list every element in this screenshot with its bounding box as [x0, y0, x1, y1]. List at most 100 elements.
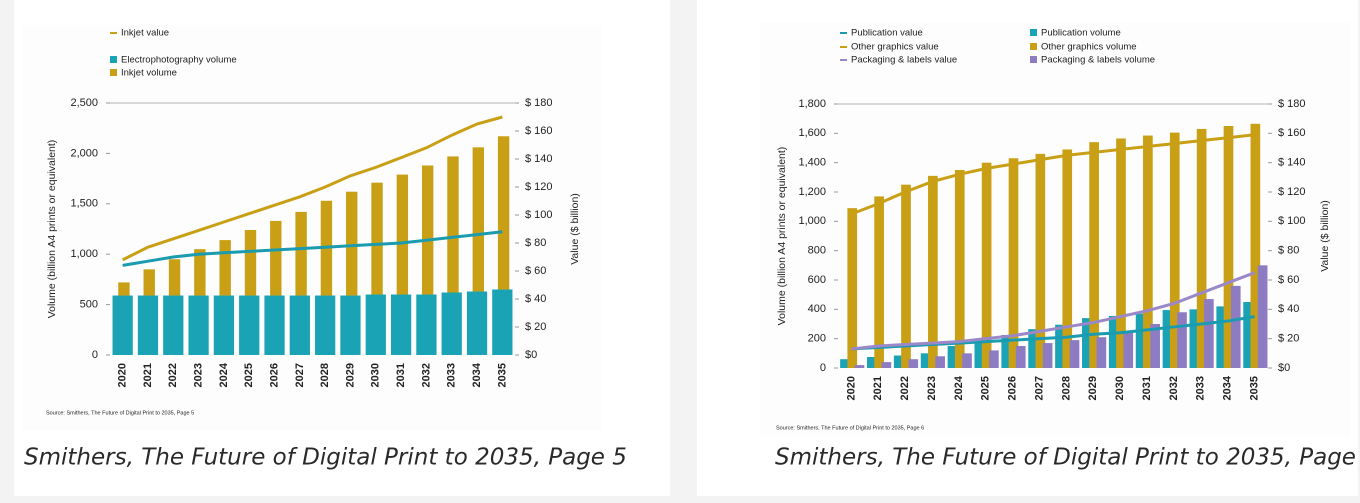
- x-tick-label: 2022: [899, 376, 911, 400]
- y2-tick-label: $ 100: [1278, 215, 1306, 227]
- bar: [188, 295, 209, 355]
- bar: [441, 292, 462, 355]
- x-tick-label: 2030: [370, 363, 382, 387]
- bar: [947, 346, 958, 368]
- y2-tick-label: $ 80: [1278, 245, 1299, 257]
- line: [121, 115, 503, 262]
- y2-tick-label: $ 160: [1278, 127, 1306, 139]
- bar: [1062, 149, 1073, 368]
- legend-label: Packaging & labels value: [851, 55, 957, 66]
- bar: [854, 365, 865, 368]
- bar: [928, 175, 938, 368]
- bar: [1223, 126, 1234, 368]
- x-tick-label: 2032: [420, 363, 432, 387]
- x-tick-label: 2025: [980, 376, 992, 400]
- bar: [1035, 153, 1046, 368]
- y2-tick-label: $ 120: [1278, 186, 1306, 198]
- bar: [1042, 343, 1053, 368]
- bar: [365, 294, 386, 355]
- bar: [1082, 318, 1092, 368]
- y2-tick-label: $ 40: [1278, 303, 1299, 315]
- y2-tick-label: $ 180: [525, 97, 553, 109]
- x-tick-label: 2028: [1060, 376, 1072, 400]
- x-tick-label: 2035: [496, 363, 508, 387]
- bar: [371, 182, 383, 295]
- bar: [1177, 312, 1187, 368]
- y2-tick-label: $ 100: [525, 209, 553, 221]
- bar: [1196, 128, 1207, 368]
- x-tick-label: 2023: [926, 376, 938, 400]
- caption: Smithers, The Future of Digital Print to…: [24, 445, 627, 471]
- bar: [1096, 337, 1107, 368]
- bar: [346, 191, 358, 296]
- y2-tick-label: $ 180: [1278, 98, 1306, 110]
- legend-swatch: [1030, 43, 1037, 50]
- line: [850, 133, 1255, 216]
- legend-swatch: [1030, 29, 1037, 36]
- bar: [1169, 132, 1180, 368]
- y2-axis-title: Value ($ billion): [569, 193, 581, 265]
- bar: [1015, 346, 1026, 368]
- x-tick-label: 2029: [344, 363, 356, 387]
- bar: [908, 359, 919, 368]
- x-tick-label: 2020: [845, 376, 857, 400]
- x-tick-label: 2021: [142, 363, 154, 387]
- bar: [264, 295, 285, 355]
- y-tick-label: 1,000: [70, 248, 98, 260]
- x-tick-label: 2031: [1141, 376, 1153, 400]
- y-tick-label: 800: [808, 245, 826, 257]
- source-note: Source: Smithers, The Future of Digital …: [46, 410, 194, 416]
- x-tick-label: 2029: [1087, 376, 1099, 400]
- x-tick-label: 2023: [193, 363, 205, 387]
- bar: [1008, 158, 1019, 368]
- legend-label: Packaging & labels volume: [1041, 55, 1155, 66]
- x-tick-label: 2024: [218, 362, 230, 387]
- bar: [270, 220, 282, 296]
- y-tick-label: 1,600: [798, 127, 826, 139]
- bar: [1204, 299, 1214, 368]
- bar: [881, 362, 892, 368]
- bar: [472, 147, 484, 292]
- legend-label: Electrophotography volume: [121, 55, 237, 66]
- bar: [244, 230, 257, 296]
- y2-tick-label: $ 60: [525, 265, 546, 277]
- bar: [847, 208, 858, 368]
- x-tick-label: 2032: [1168, 376, 1180, 400]
- chart-image: [22, 25, 602, 430]
- bar: [143, 269, 155, 296]
- bar: [492, 289, 513, 355]
- y2-tick-label: $ 20: [1278, 333, 1299, 345]
- y2-tick-label: $ 140: [1278, 157, 1306, 169]
- bar: [213, 295, 235, 355]
- y2-axis-title: Value ($ billion): [1319, 200, 1331, 272]
- bar: [954, 170, 965, 368]
- bar: [466, 291, 488, 355]
- bar: [1135, 313, 1146, 368]
- bar: [390, 294, 412, 355]
- bar: [163, 295, 184, 355]
- x-tick-label: 2033: [446, 363, 458, 387]
- bar: [219, 240, 231, 296]
- bar: [112, 295, 133, 355]
- x-tick-label: 2026: [1007, 376, 1019, 400]
- y2-tick-label: $ 20: [525, 321, 546, 333]
- x-tick-label: 2028: [319, 363, 331, 387]
- x-tick-label: 2026: [268, 363, 280, 387]
- y-tick-label: 500: [80, 299, 98, 311]
- legend-label: Other graphics value: [851, 42, 939, 53]
- legend-swatch: [110, 56, 117, 63]
- source-note: Source: Smithers, The Future of Digital …: [776, 425, 924, 431]
- bar: [315, 295, 336, 355]
- bar: [340, 295, 361, 355]
- bar: [1150, 324, 1160, 368]
- x-tick-label: 2035: [1248, 376, 1260, 400]
- legend-label: Other graphics volume: [1041, 42, 1137, 53]
- y-axis-title: Volume (billion A4 prints or equivalent): [776, 147, 788, 326]
- y-tick-label: 600: [808, 274, 826, 286]
- x-tick-label: 2021: [872, 376, 884, 400]
- bar: [194, 249, 206, 296]
- y2-tick-label: $ 160: [525, 125, 553, 137]
- y-tick-label: 2,500: [70, 97, 98, 109]
- x-tick-label: 2030: [1114, 376, 1126, 400]
- bar: [867, 357, 877, 368]
